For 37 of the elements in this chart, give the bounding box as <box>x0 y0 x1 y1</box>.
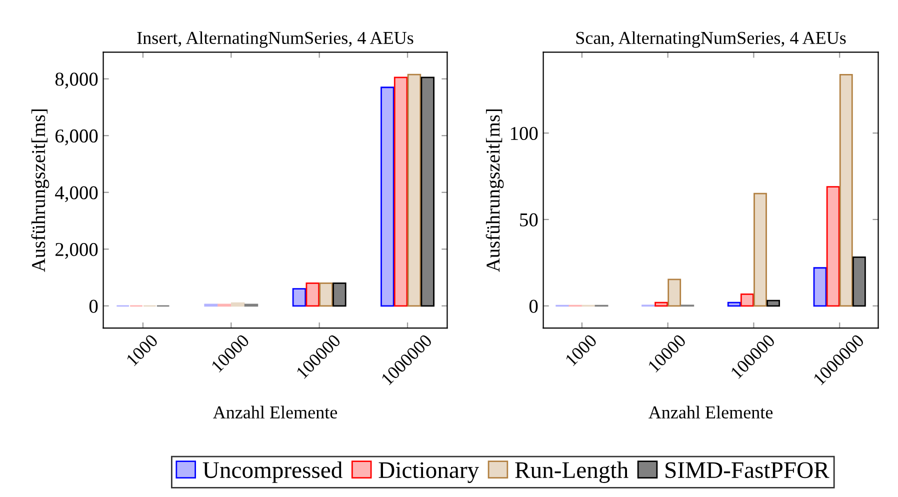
bar <box>380 86 394 307</box>
bar <box>668 278 682 307</box>
bar <box>407 74 422 307</box>
y-axis-title: Ausführungszeit[ms] <box>31 109 50 272</box>
legend-label: Run-Length <box>515 461 628 483</box>
bar <box>292 288 306 307</box>
x-axis-title: Anzahl Elemente <box>648 406 773 419</box>
chart-title: Scan, AlternatingNumSeries, 4 AEUs <box>576 31 846 48</box>
bar <box>754 192 767 307</box>
bar <box>319 282 333 307</box>
x-axis-title: Anzahl Elemente <box>213 406 338 419</box>
bar <box>740 293 754 307</box>
bar <box>420 76 434 307</box>
bar <box>813 267 827 307</box>
y-axis-title: Ausführungszeit[ms] <box>486 109 504 272</box>
bar <box>230 302 245 307</box>
bar <box>394 76 408 307</box>
chart-title: Insert, AlternatingNumSeries, 4 AEUs <box>137 31 414 48</box>
bar <box>654 302 668 307</box>
y-tick-label: 0 <box>529 300 538 313</box>
y-tick-label: 6,000 <box>55 129 98 146</box>
y-tick-label: 4,000 <box>55 186 98 202</box>
bar <box>332 282 346 307</box>
bar <box>727 302 741 307</box>
legend-label: Uncompressed <box>202 461 342 483</box>
legend-label: SIMD-FastPFOR <box>666 462 830 478</box>
y-tick-label: 50 <box>520 213 538 226</box>
y-tick-label: 100 <box>510 126 538 140</box>
y-tick-label: 0 <box>89 300 98 313</box>
bar <box>766 300 780 307</box>
bar <box>306 282 320 307</box>
y-tick-label: 2,000 <box>56 242 98 259</box>
bar <box>839 74 853 307</box>
bar <box>852 256 866 307</box>
legend-label: Dictionary <box>378 462 479 483</box>
y-tick-label: 8,000 <box>55 72 98 89</box>
bar <box>826 186 840 307</box>
